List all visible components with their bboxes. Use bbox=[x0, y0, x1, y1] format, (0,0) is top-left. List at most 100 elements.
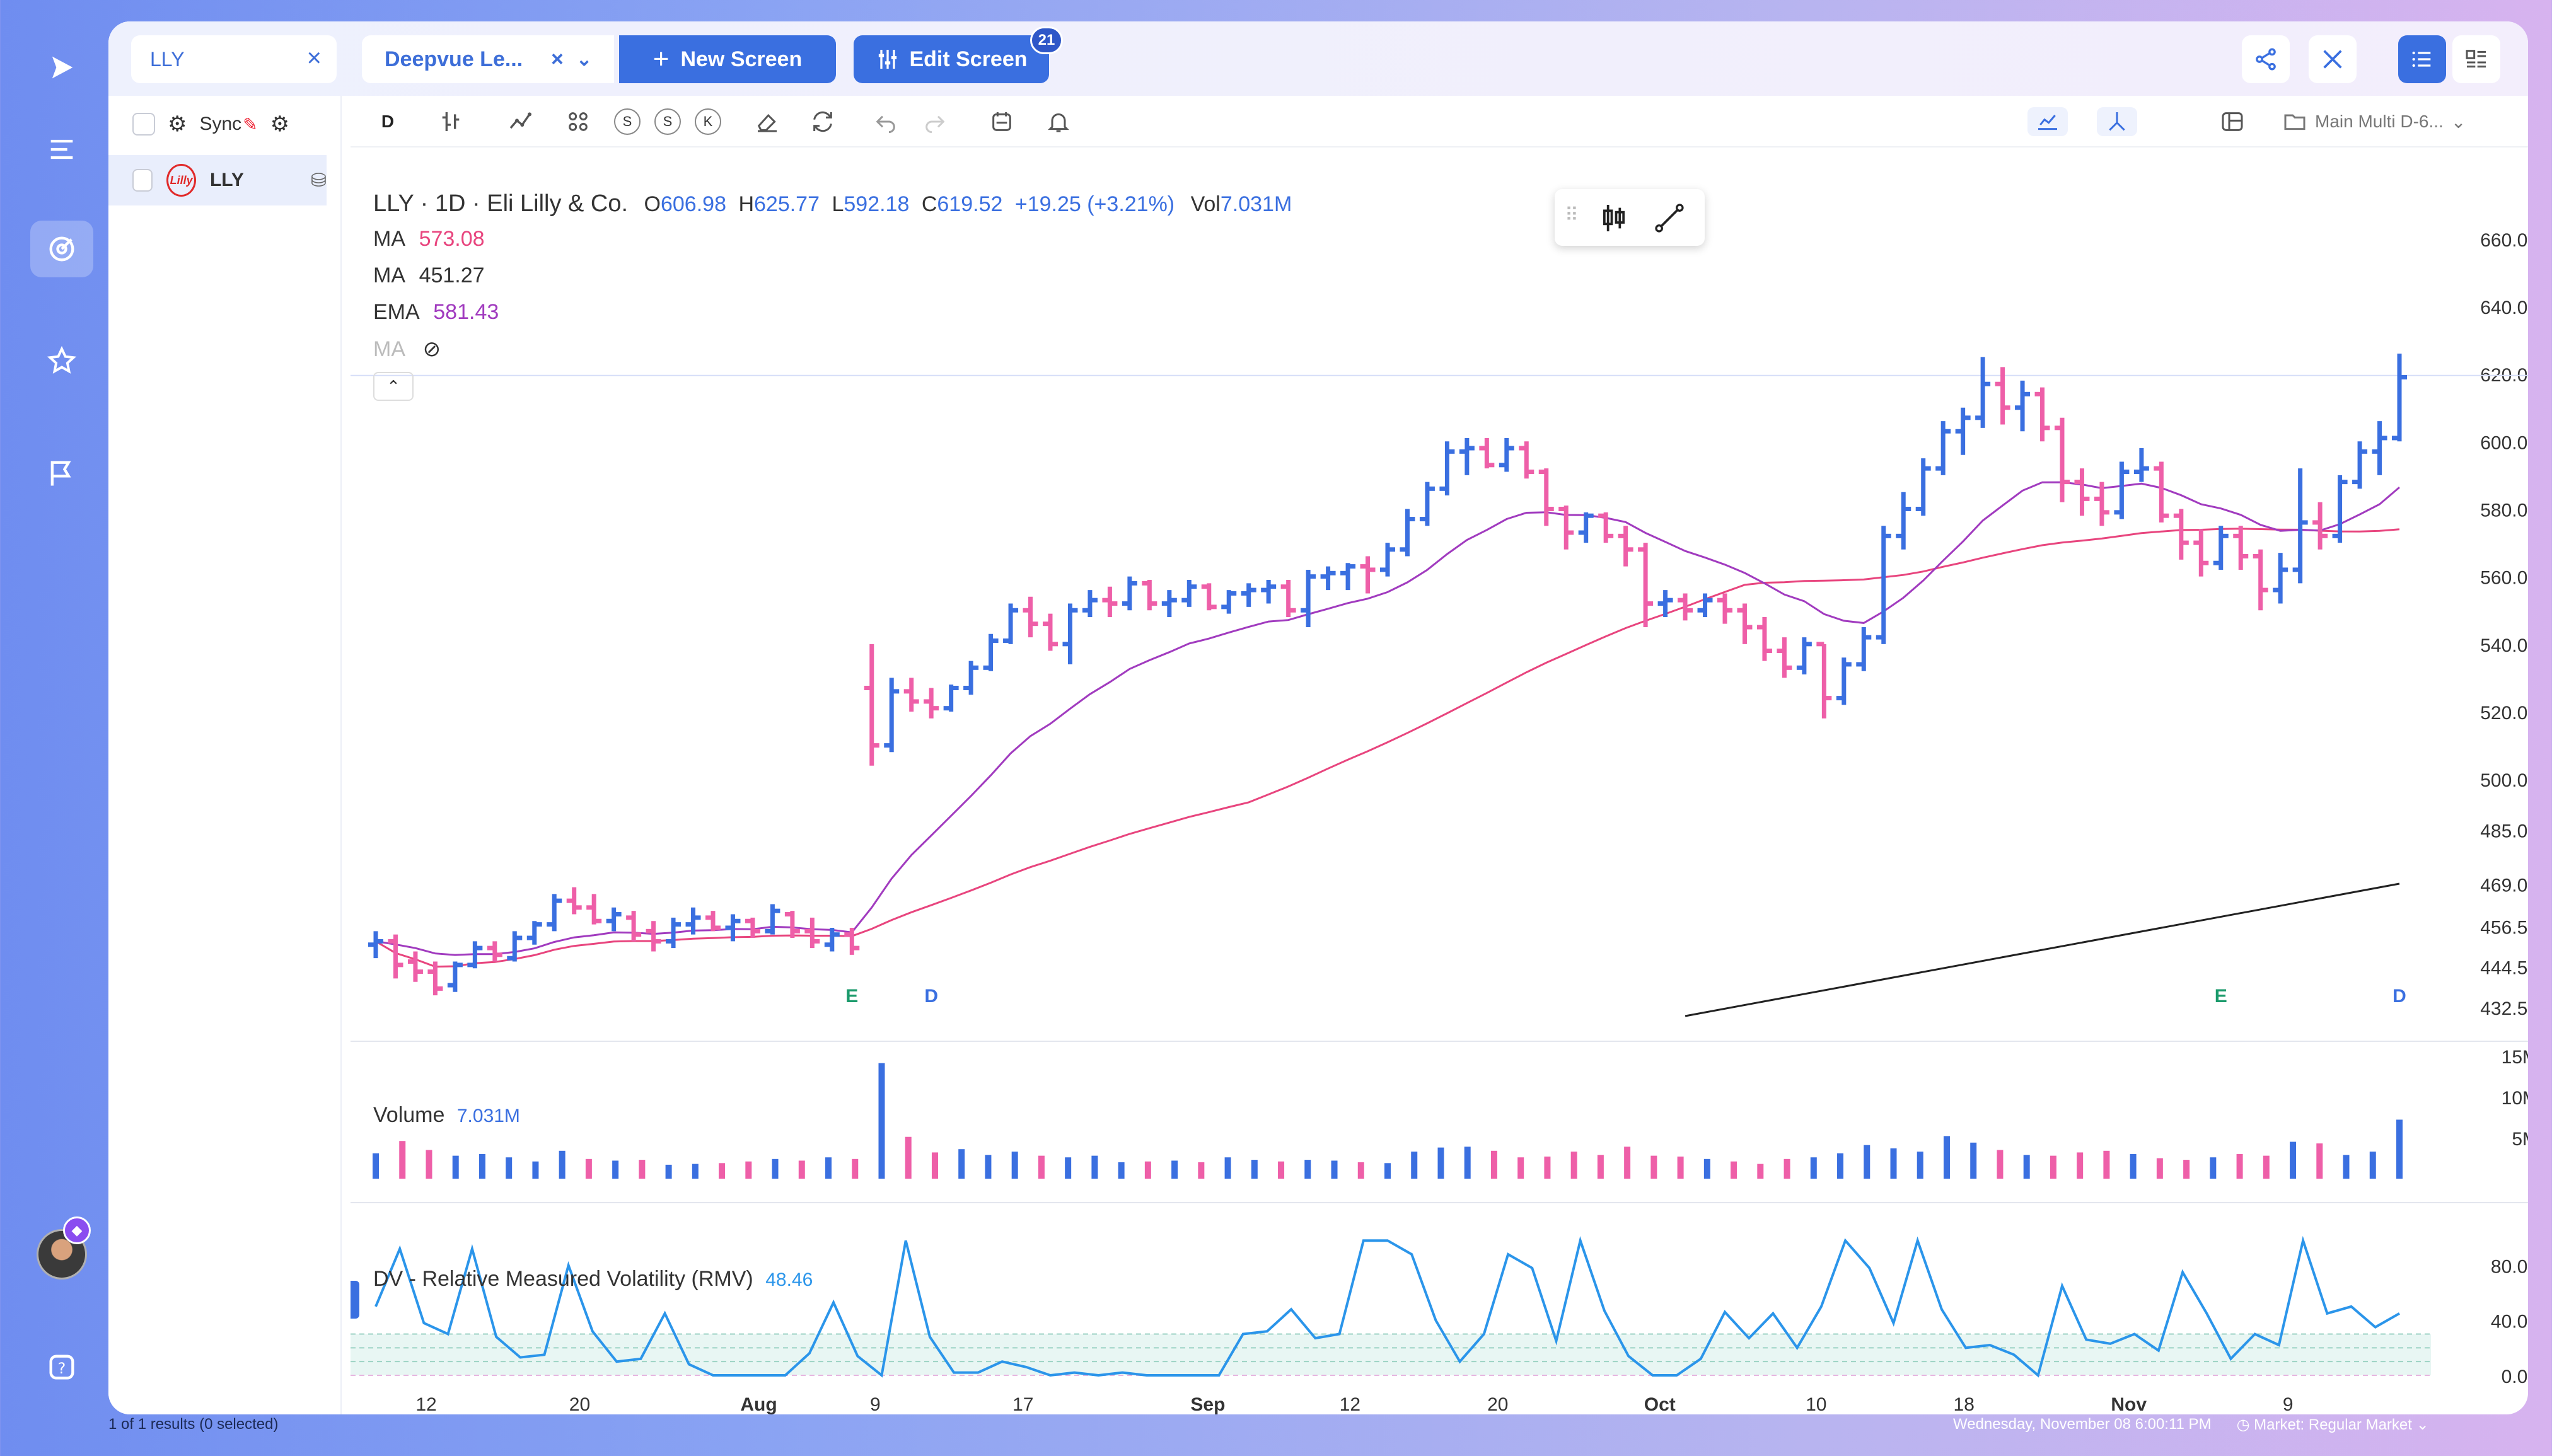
logo-icon[interactable] bbox=[30, 39, 93, 96]
collapse-legend-button[interactable]: ⌃ bbox=[373, 372, 414, 401]
market-status[interactable]: ◷ Market: Regular Market ⌄ bbox=[2236, 1416, 2429, 1433]
close-screen-icon[interactable]: × bbox=[551, 47, 564, 71]
flag-icon[interactable] bbox=[30, 445, 93, 502]
x-axis-label: 18 bbox=[1954, 1394, 1975, 1414]
grid-view-icon[interactable] bbox=[2452, 35, 2500, 83]
price-bar bbox=[864, 644, 879, 766]
volume-bar bbox=[1251, 1160, 1258, 1179]
eraser-icon[interactable] bbox=[753, 107, 782, 136]
price-chart[interactable]: 660.00640.00620.00600.00580.00560.00540.… bbox=[351, 96, 2528, 1414]
chart-toolbar: D S S K Main Multi D-6... ⌄ ⚙ bbox=[351, 96, 2528, 147]
pattern-s1-label: S bbox=[614, 108, 641, 135]
volume-bar bbox=[1464, 1147, 1471, 1179]
chevron-down-icon[interactable]: ⌄ bbox=[576, 49, 593, 70]
gear-icon[interactable]: ⚙ bbox=[270, 112, 290, 136]
volume-bar bbox=[2290, 1141, 2297, 1179]
volume-bar bbox=[399, 1141, 406, 1179]
volume-bar bbox=[2050, 1155, 2056, 1179]
price-axis-label: 580.00 bbox=[2480, 500, 2528, 521]
pattern-s2-button[interactable]: S bbox=[653, 107, 682, 136]
x-twitter-icon[interactable] bbox=[2309, 35, 2357, 83]
price-axis-label: 560.00 bbox=[2480, 568, 2528, 589]
volume-bar bbox=[2156, 1158, 2163, 1179]
volume-bar bbox=[931, 1152, 938, 1179]
refresh-icon[interactable] bbox=[808, 107, 837, 136]
volume-bar bbox=[1624, 1147, 1631, 1179]
price-bar bbox=[1737, 603, 1753, 644]
price-bar bbox=[427, 961, 443, 996]
price-bar bbox=[1796, 637, 1812, 675]
event-marker: E bbox=[845, 986, 858, 1007]
price-bar bbox=[1816, 642, 1832, 719]
volume-bar bbox=[1038, 1155, 1045, 1179]
new-screen-button[interactable]: + New Screen bbox=[619, 35, 836, 83]
help-icon[interactable]: ? bbox=[30, 1339, 93, 1395]
volume-bar bbox=[2263, 1155, 2270, 1179]
undo-icon[interactable] bbox=[871, 107, 900, 136]
price-bar bbox=[2055, 417, 2070, 502]
trend-line-icon[interactable] bbox=[1650, 200, 1688, 236]
indicators-icon[interactable] bbox=[506, 107, 535, 136]
compare-icon[interactable] bbox=[2097, 107, 2137, 136]
volume-bar bbox=[665, 1164, 672, 1179]
price-bar bbox=[1320, 566, 1336, 591]
watchlist-panel: ⚙ Sync ✎ ⚙ Lilly LLY ⛁ bbox=[108, 96, 342, 1414]
x-axis-label: 9 bbox=[870, 1394, 881, 1414]
symbol-search-input[interactable]: LLY × bbox=[131, 35, 337, 83]
volume-bar bbox=[1331, 1160, 1338, 1179]
symbol-search-value: LLY bbox=[150, 47, 185, 71]
volume-bar bbox=[452, 1155, 459, 1179]
line-chart-icon[interactable] bbox=[2027, 107, 2068, 136]
candlestick-icon[interactable] bbox=[1595, 200, 1633, 236]
database-icon[interactable]: ⛁ bbox=[310, 170, 327, 191]
sync-off-icon[interactable]: ✎ bbox=[243, 114, 258, 134]
price-bar bbox=[1896, 492, 1911, 550]
nav-rail: ◆ ? bbox=[0, 0, 107, 1456]
ma3-label: MA bbox=[373, 337, 405, 361]
templates-icon[interactable] bbox=[564, 107, 593, 136]
volume-bar bbox=[1411, 1152, 1418, 1179]
pattern-s1-button[interactable]: S bbox=[613, 107, 642, 136]
menu-icon[interactable] bbox=[30, 121, 93, 178]
layout-icon[interactable] bbox=[2218, 107, 2247, 136]
volume-bar bbox=[506, 1157, 513, 1179]
select-all-checkbox[interactable] bbox=[132, 113, 155, 136]
volume-bar bbox=[612, 1160, 619, 1179]
volume-bar bbox=[1650, 1155, 1657, 1179]
top-bar: LLY × Deepvue Le... × ⌄ + New Screen Edi… bbox=[108, 21, 2528, 96]
layout-name: Main Multi D-6... bbox=[2315, 112, 2444, 131]
ema-legend[interactable]: EMA 581.43 bbox=[373, 300, 499, 325]
clear-search-icon[interactable]: × bbox=[306, 44, 322, 72]
share-icon[interactable] bbox=[2242, 35, 2290, 83]
volume-bar bbox=[2236, 1154, 2243, 1179]
list-view-icon[interactable] bbox=[2398, 35, 2446, 83]
volume-bar bbox=[532, 1161, 539, 1179]
star-icon[interactable] bbox=[30, 333, 93, 390]
pattern-k-button[interactable]: K bbox=[693, 107, 722, 136]
ma2-legend[interactable]: MA 451.27 bbox=[373, 263, 485, 288]
calendar-icon[interactable] bbox=[987, 107, 1016, 136]
rmv-axis-label: 0.00 bbox=[2502, 1366, 2528, 1387]
watchlist-row[interactable]: Lilly LLY ⛁ bbox=[108, 155, 327, 205]
edit-screen-button[interactable]: Edit Screen bbox=[854, 35, 1049, 83]
redo-icon[interactable] bbox=[920, 107, 949, 136]
price-bar bbox=[804, 917, 820, 949]
ma3-legend[interactable]: MA ⊘ bbox=[373, 337, 441, 362]
layout-selector[interactable]: Main Multi D-6... ⌄ bbox=[2282, 107, 2509, 136]
ma1-legend[interactable]: MA 573.08 bbox=[373, 227, 485, 251]
rmv-value: 48.46 bbox=[765, 1269, 813, 1290]
price-bar bbox=[1380, 543, 1395, 577]
price-bar bbox=[1598, 512, 1614, 543]
alert-bell-icon[interactable] bbox=[1044, 107, 1073, 136]
settings-icon[interactable]: ⚙ bbox=[168, 112, 187, 136]
volume-legend: Volume 7.031M bbox=[373, 1103, 520, 1128]
screen-selector[interactable]: Deepvue Le... × ⌄ bbox=[362, 35, 614, 83]
drag-handle-icon[interactable]: ⠿ bbox=[1565, 205, 1579, 226]
screener-icon[interactable] bbox=[30, 221, 93, 277]
row-checkbox[interactable] bbox=[132, 169, 153, 192]
sync-label[interactable]: Sync bbox=[199, 113, 242, 134]
hidden-eye-icon[interactable]: ⊘ bbox=[422, 337, 441, 361]
volume-bar bbox=[1437, 1147, 1444, 1179]
interval-button[interactable]: D bbox=[381, 112, 395, 131]
bar-type-icon[interactable] bbox=[436, 107, 465, 136]
